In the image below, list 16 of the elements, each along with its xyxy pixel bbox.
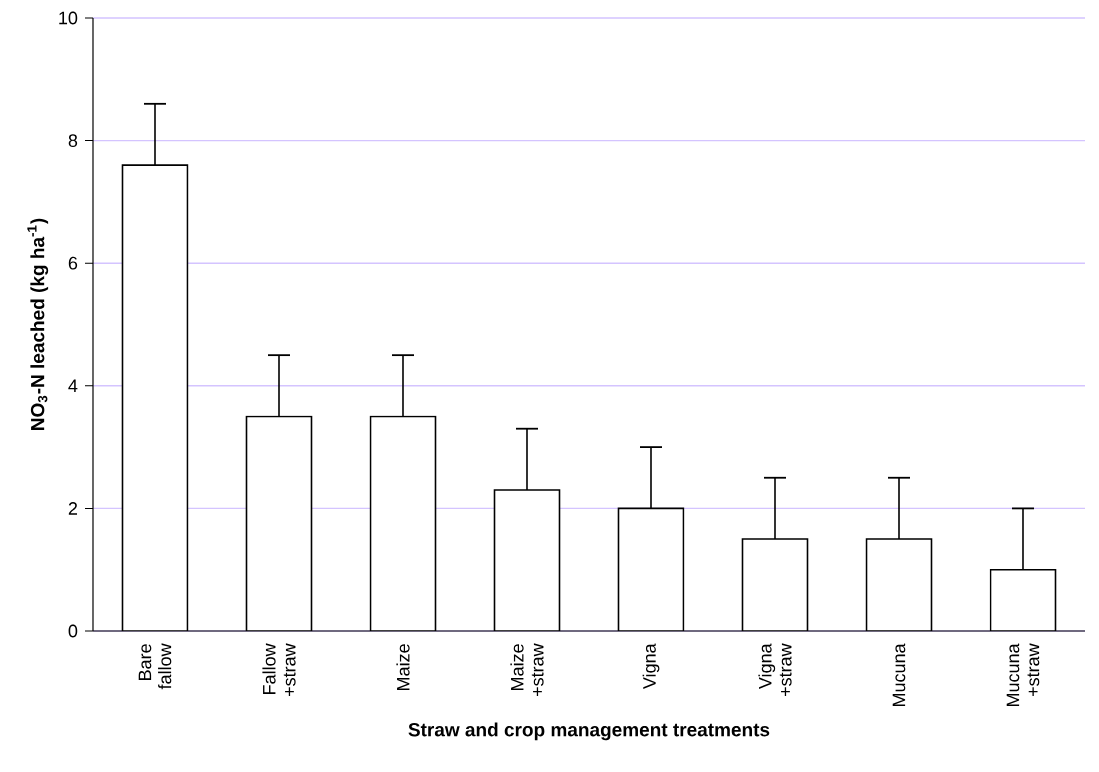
y-tick-label: 4 (68, 379, 78, 392)
y-tick-label: 2 (68, 502, 78, 515)
x-tick-label: Maize (396, 644, 410, 690)
x-axis-title: Straw and crop management treatments (408, 722, 770, 741)
y-tick-label: 0 (68, 624, 78, 638)
y-tick-label: 6 (68, 256, 78, 270)
x-tick-label: Bare fallow (138, 643, 172, 690)
x-tick-label: Fallow +straw (262, 643, 296, 697)
x-tick-label: Mucuna +straw (1006, 643, 1040, 706)
x-tick-label: Maize +straw (510, 643, 544, 697)
y-axis-title: NO$_{3}$-N leached (kg ha$^{-1}$) (27, 218, 49, 430)
x-tick-label: Mucuna (892, 643, 906, 706)
x-tick-label: Vigna (642, 643, 660, 690)
y-tick-label: 10 (59, 11, 78, 25)
y-tick-label: 8 (68, 134, 78, 147)
x-tick-label: Vigna +straw (758, 643, 792, 697)
